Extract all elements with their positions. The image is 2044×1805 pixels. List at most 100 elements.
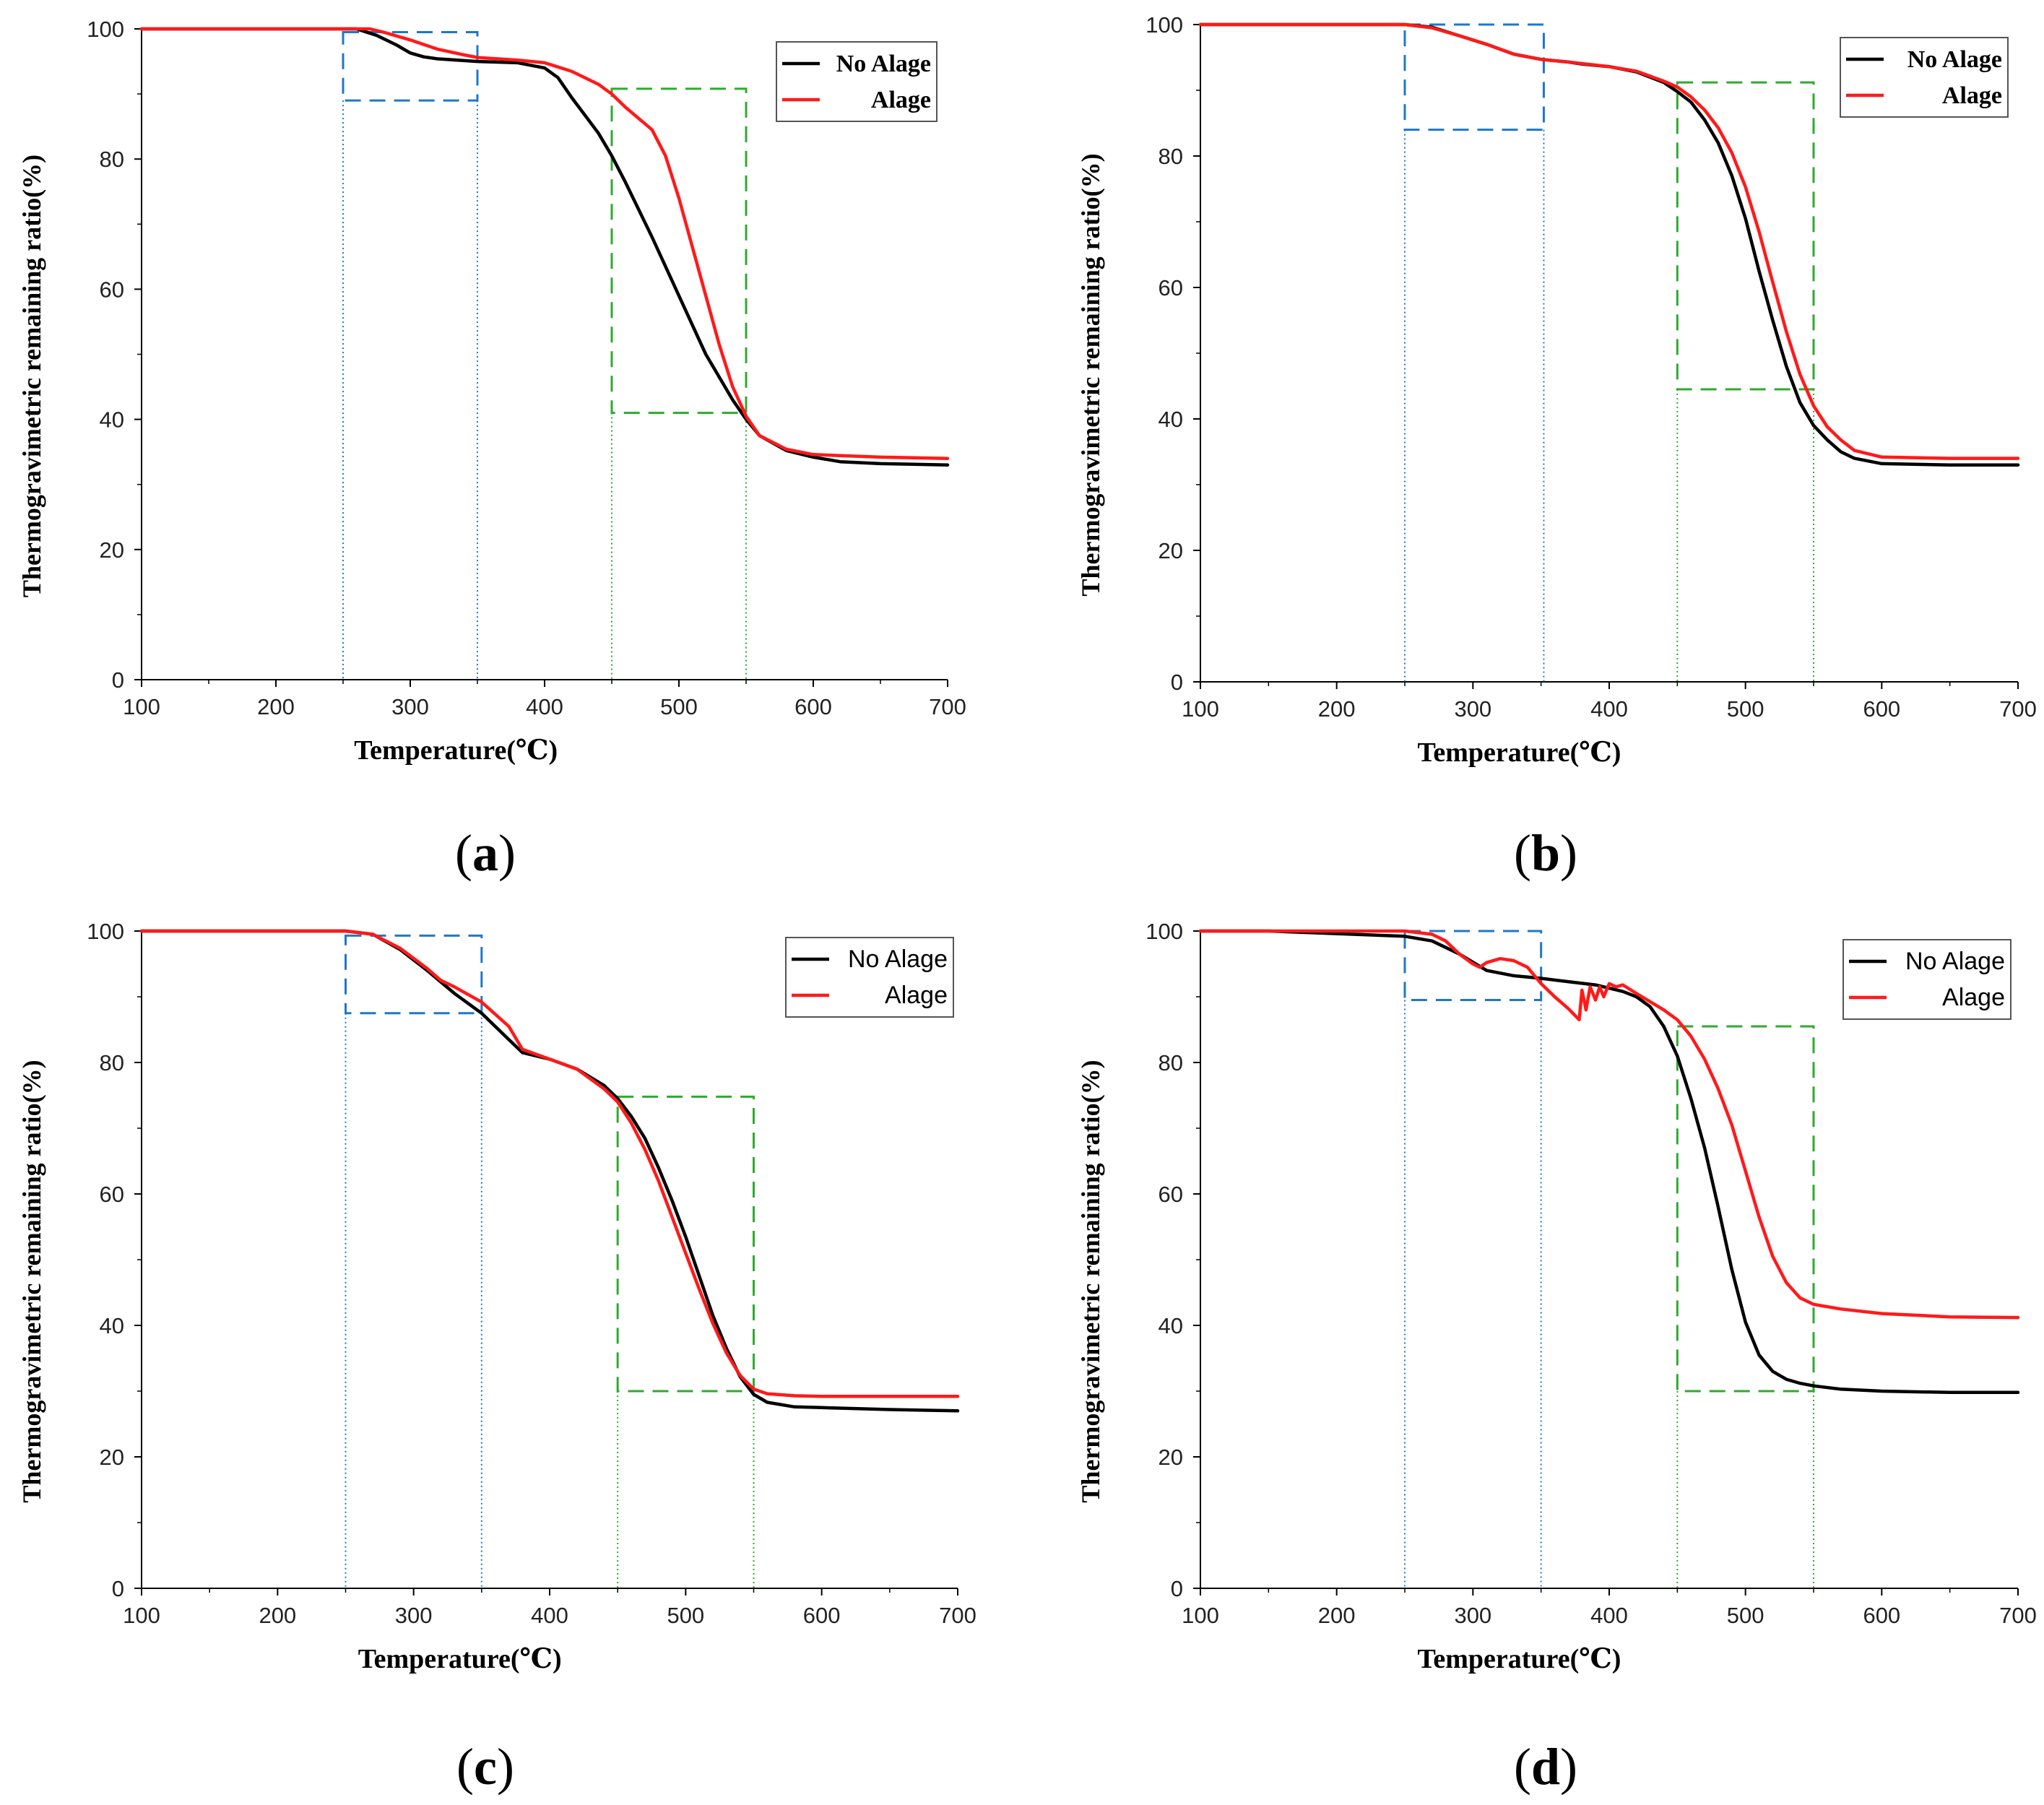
x-tick-label: 300 [1454, 1603, 1491, 1628]
highlight-box-low-temp [345, 934, 483, 1015]
y-axis-title: Thermogravimetric remaining ratio(%) [17, 1060, 46, 1502]
y-tick-label: 60 [1159, 275, 1183, 300]
x-tick-label: 200 [259, 1603, 296, 1628]
y-tick-label: 40 [1159, 407, 1183, 432]
legend-label: No Alage [1905, 948, 2005, 975]
x-tick-label: 100 [123, 1603, 160, 1628]
x-tick-label: 600 [1863, 1603, 1900, 1628]
x-tick-label: 600 [794, 694, 832, 719]
x-tick-label: 200 [257, 694, 295, 719]
x-axis-title: Temperature(℃) [354, 735, 558, 766]
y-tick-label: 0 [1171, 670, 1183, 695]
y-tick-label: 100 [87, 17, 124, 42]
panel-label-letter: b [1530, 824, 1561, 882]
x-tick-label: 500 [1727, 1603, 1764, 1628]
legend-label: Alage [885, 982, 948, 1009]
y-tick-label: 80 [1159, 1050, 1183, 1075]
highlight-box-high-temp [1676, 81, 1815, 391]
y-axis-title: Thermogravimetric remaining ratio(%) [1076, 153, 1105, 596]
legend-box [785, 937, 954, 1018]
x-tick-label: 400 [531, 1603, 568, 1628]
y-tick-label: 20 [1159, 538, 1183, 563]
panel-label-letter: a [472, 824, 498, 882]
series-line-alage [1198, 22, 2020, 460]
y-tick-label: 60 [100, 1182, 124, 1207]
x-tick-label: 300 [1454, 696, 1491, 722]
panel-label-letter: d [1530, 1738, 1561, 1796]
x-tick-label: 600 [1863, 696, 1900, 722]
legend-label: No Alage [1907, 46, 2002, 73]
x-tick-label: 700 [929, 694, 966, 719]
legend-label: Alage [871, 87, 931, 113]
y-tick-label: 20 [100, 537, 124, 563]
highlight-box-low-temp [1403, 930, 1543, 1002]
x-tick-label: 700 [1999, 696, 2037, 722]
y-tick-label: 80 [100, 1050, 124, 1075]
x-axis-title: Temperature(℃) [1418, 737, 1621, 768]
highlight-box-high-temp [616, 1095, 755, 1393]
panel-label: (d) [1513, 1738, 1578, 1796]
x-tick-label: 700 [939, 1603, 976, 1628]
x-tick-label: 100 [1182, 1603, 1219, 1628]
x-tick-label: 400 [526, 694, 563, 719]
legend-label: No Alage [836, 51, 931, 77]
y-tick-label: 100 [1146, 12, 1183, 38]
chart-panel-a: 100 200 300 400 500 600 700 0 20 40 60 80 100 Tempera… [17, 17, 966, 766]
legend: No Alage Alage [785, 937, 954, 1018]
series-line-alage [1198, 929, 2020, 1320]
y-tick-label: 40 [100, 1313, 124, 1338]
x-tick-label: 500 [660, 694, 698, 719]
series-line-alage [139, 929, 960, 1398]
y-tick-label: 20 [100, 1445, 124, 1470]
legend-box [1840, 37, 2009, 118]
x-tick-label: 300 [391, 694, 429, 719]
chart-panel-d: 100 200 300 400 500 600 700 0 20 40 60 80 100 Tempera… [1076, 919, 2037, 1674]
y-tick-label: 20 [1159, 1445, 1183, 1470]
chart-panel-c: 100 200 300 400 500 600 700 0 20 40 60 80 100 Tempera… [17, 919, 976, 1674]
highlight-box-low-temp [342, 31, 479, 102]
y-axis-title: Thermogravimetric remaining ratio(%) [1076, 1060, 1105, 1502]
y-tick-label: 100 [1146, 919, 1183, 944]
highlight-box-high-temp [610, 87, 748, 415]
y-tick-label: 60 [1159, 1182, 1183, 1207]
x-axis-title: Temperature(℃) [1418, 1644, 1621, 1674]
legend-label: Alage [1942, 984, 2005, 1011]
y-tick-label: 0 [112, 1576, 124, 1601]
y-tick-label: 80 [1159, 144, 1183, 169]
panel-label: (c) [456, 1738, 514, 1796]
highlight-box-high-temp [1676, 1025, 1815, 1393]
y-tick-label: 0 [112, 667, 124, 693]
y-tick-label: 40 [1159, 1313, 1183, 1338]
legend-box [1842, 939, 2011, 1020]
x-tick-label: 200 [1318, 696, 1356, 722]
x-tick-label: 200 [1318, 1603, 1356, 1628]
legend-label: Alage [1942, 82, 2002, 109]
legend: No Alage Alage [776, 41, 937, 122]
y-tick-label: 0 [1171, 1576, 1183, 1601]
series-line-alage [139, 27, 950, 460]
x-tick-label: 700 [1999, 1603, 2037, 1628]
chart-panel-b: 100 200 300 400 500 600 700 0 20 40 60 80 100 Tempera… [1076, 12, 2037, 768]
legend: No Alage Alage [1842, 939, 2011, 1020]
x-axis-title: Temperature(℃) [358, 1644, 562, 1674]
legend-box [776, 41, 937, 122]
panel-label-letter: c [474, 1738, 497, 1796]
y-tick-label: 100 [87, 919, 124, 944]
y-tick-label: 60 [100, 277, 124, 302]
panel-label: (b) [1513, 824, 1578, 882]
x-tick-label: 100 [123, 694, 160, 719]
x-tick-label: 300 [395, 1603, 433, 1628]
y-axis-title: Thermogravimetric remaining ratio(%) [17, 155, 46, 597]
x-tick-label: 400 [1590, 1603, 1628, 1628]
x-tick-label: 400 [1590, 696, 1628, 722]
legend-label: No Alage [848, 945, 948, 973]
x-tick-label: 500 [1727, 696, 1764, 722]
x-tick-label: 100 [1182, 696, 1219, 722]
y-tick-label: 40 [100, 407, 124, 433]
x-tick-label: 600 [803, 1603, 841, 1628]
y-tick-label: 80 [100, 147, 124, 172]
panel-label: (a) [455, 824, 516, 882]
legend: No Alage Alage [1840, 37, 2009, 118]
x-tick-label: 500 [667, 1603, 704, 1628]
